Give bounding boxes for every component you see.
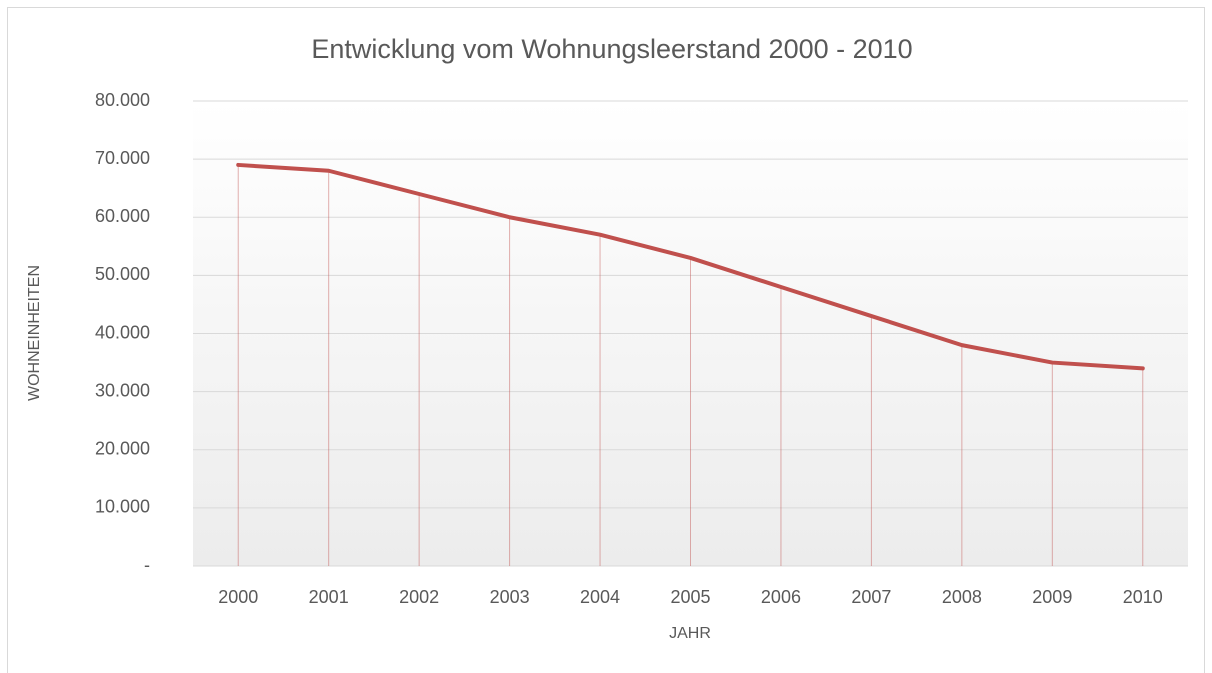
x-tick-label: 2006 (761, 587, 801, 607)
x-tick-label: 2010 (1123, 587, 1163, 607)
y-tick-label: 20.000 (95, 439, 150, 459)
y-tick-label: 60.000 (95, 206, 150, 226)
x-tick-label: 2007 (851, 587, 891, 607)
y-tick-label: 40.000 (95, 322, 150, 342)
x-tick-label: 2005 (670, 587, 710, 607)
x-tick-label: 2000 (218, 587, 258, 607)
y-tick-label: 30.000 (95, 380, 150, 400)
x-tick-label: 2002 (399, 587, 439, 607)
x-axis-title: JAHR (669, 625, 711, 642)
y-tick-label: 70.000 (95, 148, 150, 168)
x-tick-label: 2008 (942, 587, 982, 607)
chart-title: Entwicklung vom Wohnungsleerstand 2000 -… (311, 34, 912, 64)
y-tick-label: 10.000 (95, 497, 150, 517)
y-tick-label: - (144, 555, 150, 575)
x-tick-label: 2001 (309, 587, 349, 607)
y-tick-label: 80.000 (95, 90, 150, 110)
data-line (236, 162, 1145, 371)
y-axis-title: WOHNEINHEITEN (26, 265, 43, 401)
x-tick-label: 2003 (490, 587, 530, 607)
x-tick-label: 2009 (1032, 587, 1072, 607)
x-tick-label: 2004 (580, 587, 620, 607)
y-tick-label: 50.000 (95, 264, 150, 284)
